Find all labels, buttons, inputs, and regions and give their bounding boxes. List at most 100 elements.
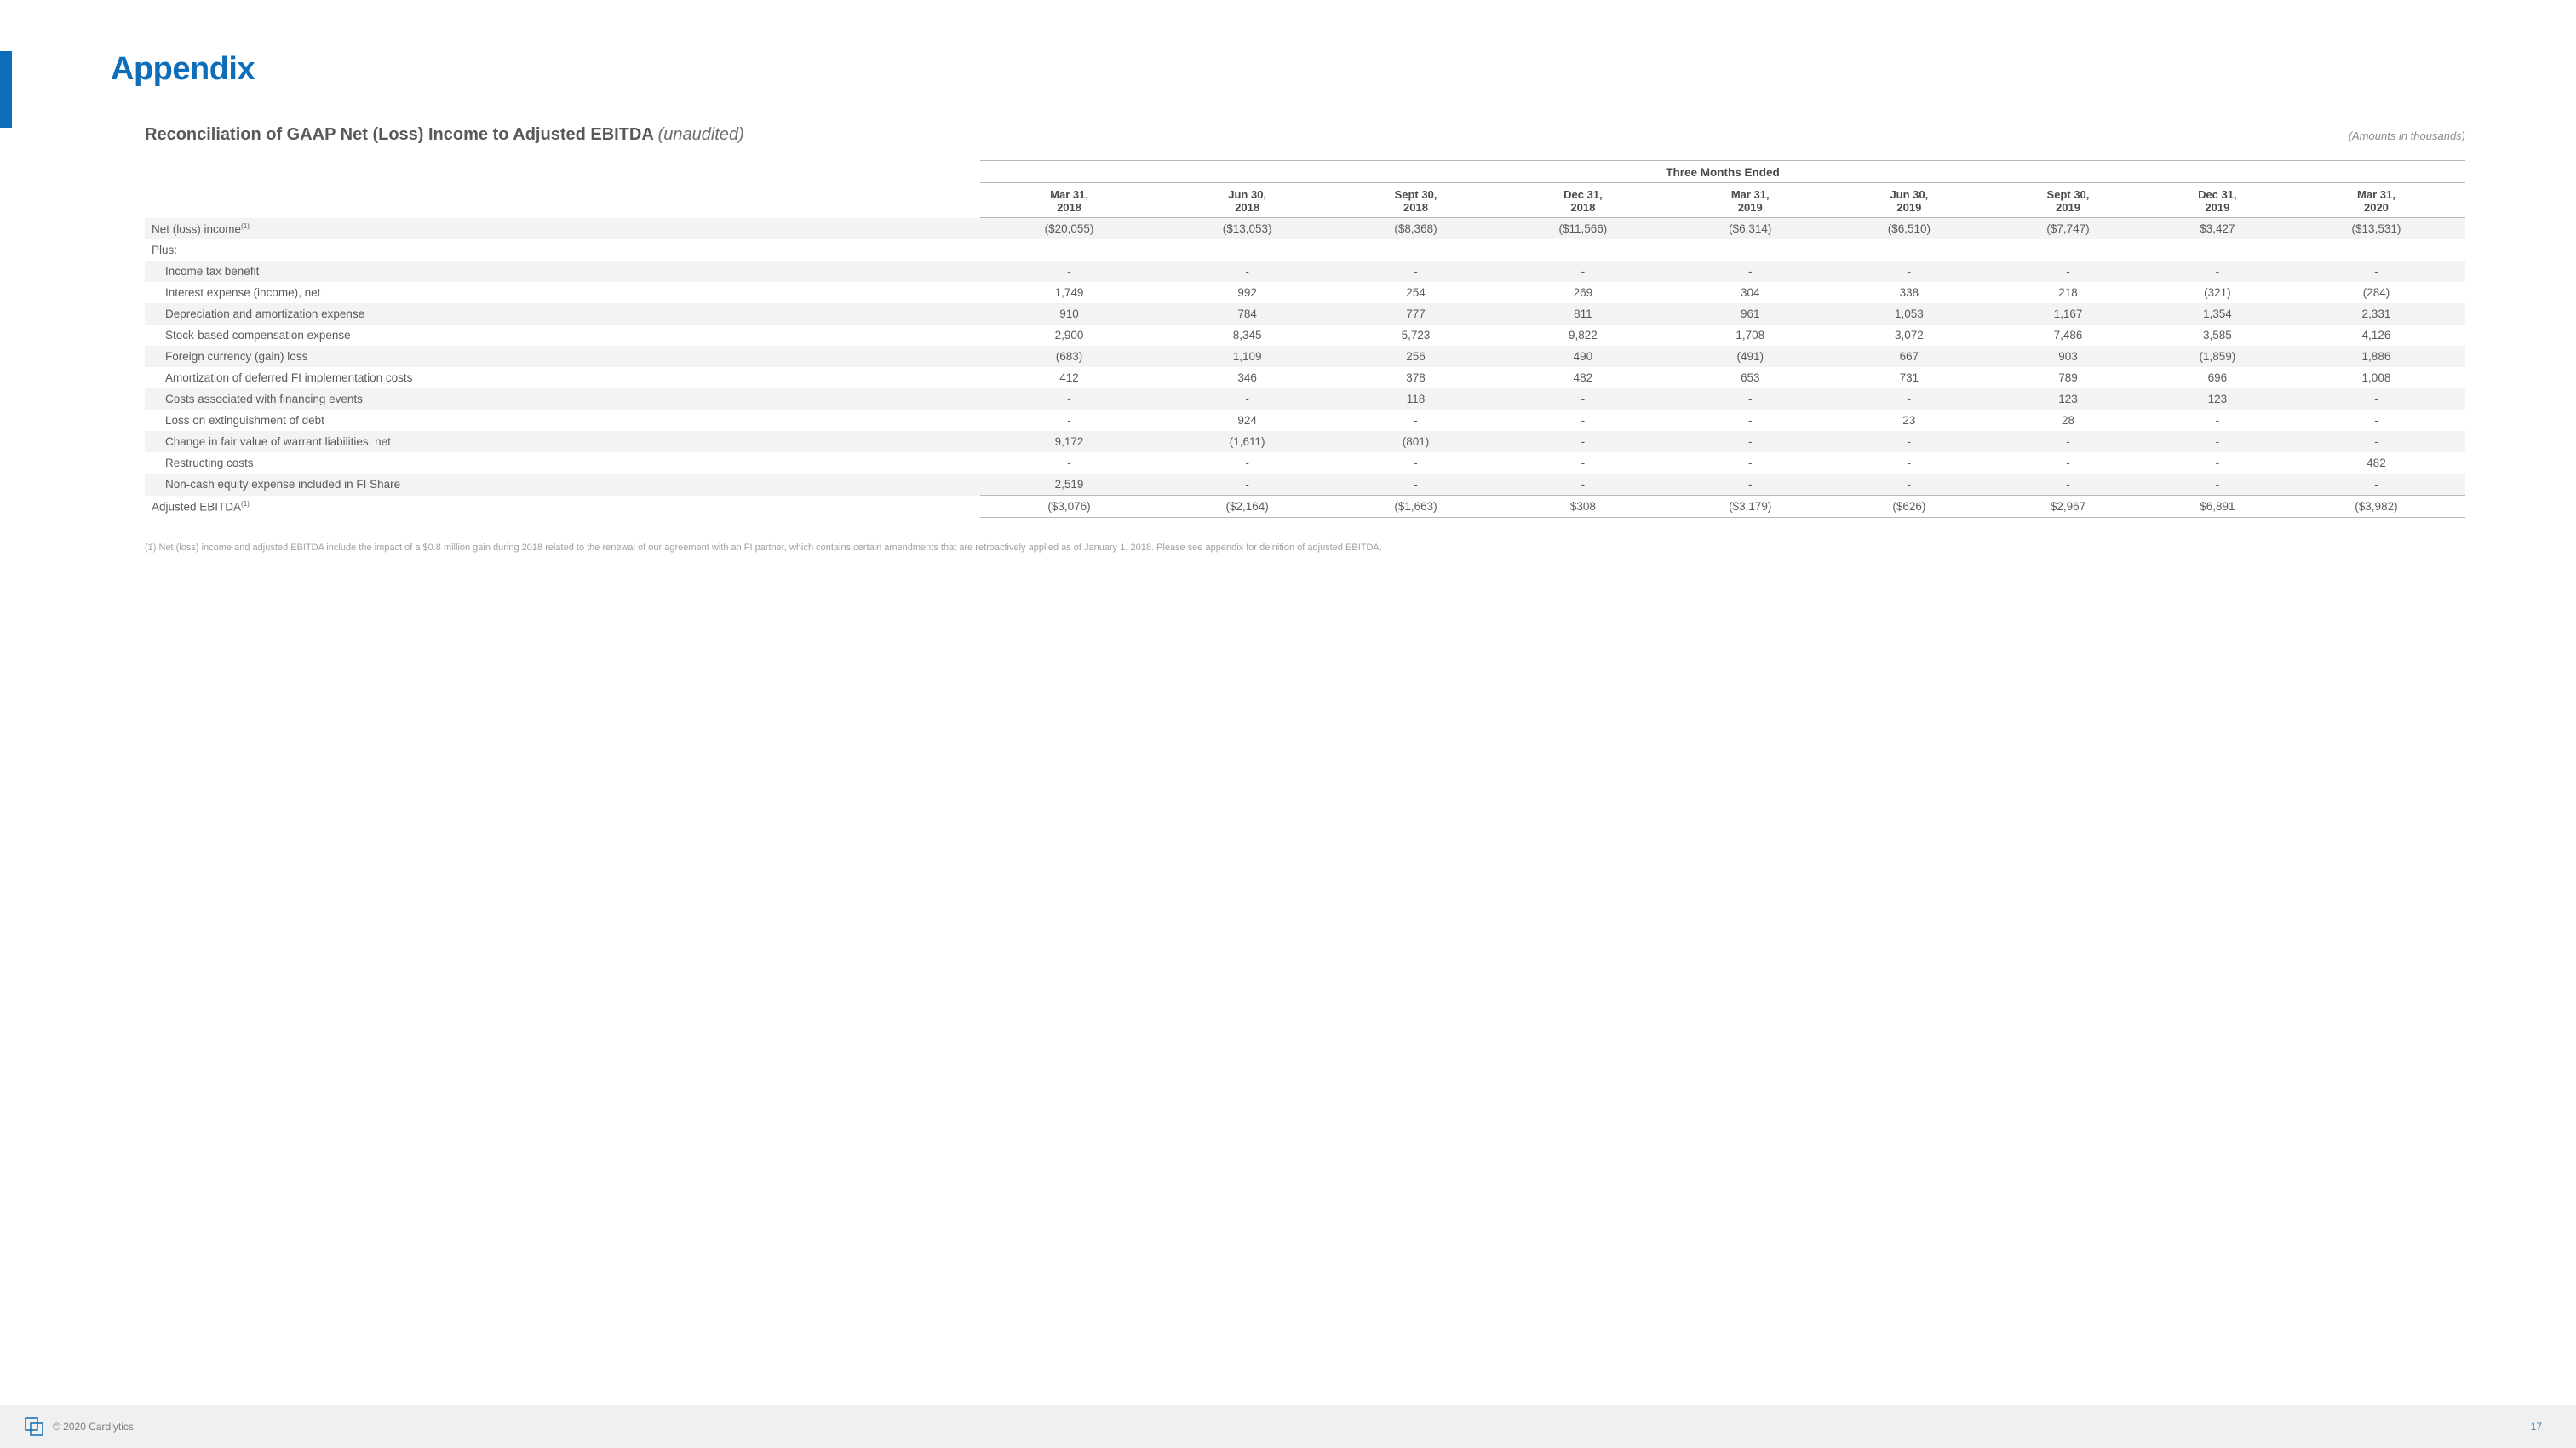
cell: -: [1495, 452, 1671, 474]
table-head: Three Months Ended Mar 31,2018Jun 30,201…: [145, 161, 2465, 218]
cell: -: [2287, 410, 2465, 431]
total-cell: $6,891: [2148, 496, 2287, 518]
reconciliation-table: Three Months Ended Mar 31,2018Jun 30,201…: [145, 160, 2465, 518]
col-header: Jun 30,2018: [1158, 183, 1336, 218]
cell: -: [1158, 452, 1336, 474]
cell: -: [1336, 452, 1495, 474]
subtitle-main: Reconciliation of GAAP Net (Loss) Income…: [145, 125, 658, 144]
cell: ($20,055): [980, 218, 1158, 240]
cell: (1,611): [1158, 431, 1336, 452]
row-label: Income tax benefit: [145, 261, 980, 282]
cell: ($8,368): [1336, 218, 1495, 240]
cell: -: [1495, 474, 1671, 496]
cell: (1,859): [2148, 346, 2287, 367]
cell: 992: [1158, 282, 1336, 303]
cell: 9,172: [980, 431, 1158, 452]
col-header: Mar 31,2019: [1671, 183, 1830, 218]
cell: [2148, 239, 2287, 261]
cell: 667: [1830, 346, 1989, 367]
col-header: Dec 31,2019: [2148, 183, 2287, 218]
table-row: Depreciation and amortization expense910…: [145, 303, 2465, 325]
cell: -: [2287, 431, 2465, 452]
cell: 254: [1336, 282, 1495, 303]
cell: 23: [1830, 410, 1989, 431]
row-label: Restructing costs: [145, 452, 980, 474]
cell: 789: [1988, 367, 2148, 388]
cell: 1,708: [1671, 325, 1830, 346]
cell: ($11,566): [1495, 218, 1671, 240]
cell: -: [1495, 431, 1671, 452]
cell: 482: [1495, 367, 1671, 388]
col-header: Mar 31,2018: [980, 183, 1158, 218]
slide-body: Appendix Reconciliation of GAAP Net (Los…: [0, 0, 2576, 1405]
cell: 924: [1158, 410, 1336, 431]
cell: -: [1830, 474, 1989, 496]
spanner-label: Three Months Ended: [980, 161, 2465, 183]
cell: (321): [2148, 282, 2287, 303]
row-label: Amortization of deferred FI implementati…: [145, 367, 980, 388]
subtitle: Reconciliation of GAAP Net (Loss) Income…: [145, 125, 744, 145]
cell: -: [2148, 410, 2287, 431]
row-label: Loss on extinguishment of debt: [145, 410, 980, 431]
cell: 3,072: [1830, 325, 1989, 346]
cell: 784: [1158, 303, 1336, 325]
page-number: 17: [2531, 1421, 2542, 1433]
total-cell: ($626): [1830, 496, 1989, 518]
cell: -: [1671, 388, 1830, 410]
table-row: Income tax benefit---------: [145, 261, 2465, 282]
cell: 696: [2148, 367, 2287, 388]
cell: -: [1158, 474, 1336, 496]
footer: © 2020 Cardlytics 17: [0, 1405, 2576, 1448]
cell: -: [1495, 388, 1671, 410]
cell: 7,486: [1988, 325, 2148, 346]
cell: -: [2148, 431, 2287, 452]
cell: 3,585: [2148, 325, 2287, 346]
table-row: Non-cash equity expense included in FI S…: [145, 474, 2465, 496]
cell: -: [1158, 261, 1336, 282]
cell: [1158, 239, 1336, 261]
row-label: Non-cash equity expense included in FI S…: [145, 474, 980, 496]
cell: [980, 239, 1158, 261]
table-row: Loss on extinguishment of debt-924---232…: [145, 410, 2465, 431]
cell: -: [1988, 474, 2148, 496]
cell: -: [2287, 388, 2465, 410]
cell: -: [1671, 410, 1830, 431]
cell: 1,008: [2287, 367, 2465, 388]
total-label: Adjusted EBITDA(1): [145, 496, 980, 518]
cell: 903: [1988, 346, 2148, 367]
cell: $3,427: [2148, 218, 2287, 240]
cell: ($13,053): [1158, 218, 1336, 240]
cell: 1,886: [2287, 346, 2465, 367]
cell: 2,900: [980, 325, 1158, 346]
cell: [1830, 239, 1989, 261]
cell: -: [2148, 261, 2287, 282]
cell: 256: [1336, 346, 1495, 367]
cell: 9,822: [1495, 325, 1671, 346]
cell: -: [1830, 431, 1989, 452]
cell: -: [1671, 261, 1830, 282]
copyright: © 2020 Cardlytics: [53, 1421, 134, 1433]
cell: -: [1336, 474, 1495, 496]
cell: -: [980, 388, 1158, 410]
row-label: Foreign currency (gain) loss: [145, 346, 980, 367]
table-row: Restructing costs--------482: [145, 452, 2465, 474]
cell: -: [980, 410, 1158, 431]
cell: -: [1830, 388, 1989, 410]
cell: (284): [2287, 282, 2465, 303]
row-label: Plus:: [145, 239, 980, 261]
cell: [1671, 239, 1830, 261]
col-blank: [145, 183, 980, 218]
col-header: Jun 30,2019: [1830, 183, 1989, 218]
cell: -: [1988, 261, 2148, 282]
cell: 28: [1988, 410, 2148, 431]
table-row: Amortization of deferred FI implementati…: [145, 367, 2465, 388]
cell: 123: [2148, 388, 2287, 410]
cell: -: [2148, 452, 2287, 474]
cell: -: [2287, 261, 2465, 282]
table-total-row: Adjusted EBITDA(1)($3,076)($2,164)($1,66…: [145, 496, 2465, 518]
cell: -: [980, 261, 1158, 282]
table-body: Net (loss) income(1)($20,055)($13,053)($…: [145, 218, 2465, 518]
table-row: Net (loss) income(1)($20,055)($13,053)($…: [145, 218, 2465, 240]
cell: -: [1988, 431, 2148, 452]
cell: [2287, 239, 2465, 261]
